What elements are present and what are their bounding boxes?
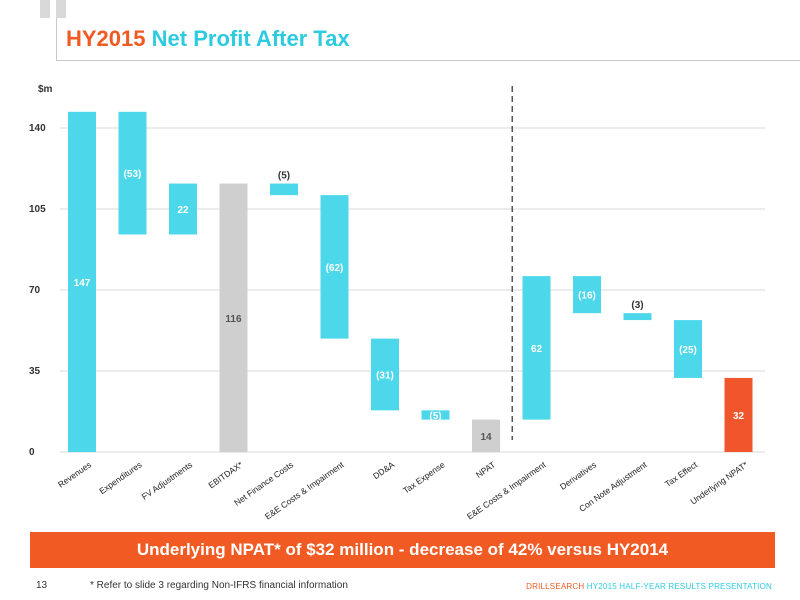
summary-banner: Underlying NPAT* of $32 million - decrea… <box>30 532 775 568</box>
x-tick-label-7: Tax Expense <box>401 459 447 495</box>
footer-brand-text: HY2015 HALF-YEAR RESULTS PRESENTATION <box>586 582 772 591</box>
decor-bar-1 <box>40 0 50 18</box>
x-tick-label-6: DD&A <box>371 459 396 481</box>
footer-brand: DRILLSEARCH HY2015 HALF-YEAR RESULTS PRE… <box>526 582 772 591</box>
bar-5 <box>320 195 349 339</box>
title-divider-tick <box>56 18 57 61</box>
bar-12 <box>674 320 702 378</box>
y-tick-label-1: 35 <box>29 366 41 377</box>
x-tick-label-8: NPAT <box>474 459 497 479</box>
slide-title-main: Net Profit After Tax <box>151 26 350 51</box>
bar-13 <box>724 377 753 452</box>
bar-1 <box>118 111 147 235</box>
bar-label-11: (3) <box>631 300 643 311</box>
bar-label-0: 147 <box>74 278 91 289</box>
slide-title: HY2015 Net Profit After Tax <box>66 26 350 52</box>
bar-8 <box>472 419 500 452</box>
footnote: * Refer to slide 3 regarding Non-IFRS fi… <box>90 580 348 591</box>
bar-label-9: 62 <box>531 344 543 355</box>
waterfall-chart: 0 35 70 105 140 $m 147 (53) 22 116 (5) (62) (31) (5) 1… <box>29 84 765 522</box>
bar-6 <box>371 338 399 411</box>
bar-10 <box>573 276 601 314</box>
bar-label-7: (5) <box>429 411 441 422</box>
bar-9 <box>522 276 551 420</box>
bar-11 <box>623 313 652 321</box>
y-tick-label-3: 105 <box>29 204 46 215</box>
bar-2 <box>169 183 197 235</box>
bar-label-8: 14 <box>480 432 492 443</box>
footer-brand-name: DRILLSEARCH <box>526 582 585 591</box>
bar-label-3: 116 <box>225 314 242 325</box>
bar-3 <box>219 183 248 453</box>
bar-label-1: (53) <box>124 169 142 180</box>
bar-label-13: 32 <box>733 411 745 422</box>
slide-title-accent: HY2015 <box>66 26 146 51</box>
bar-label-12: (25) <box>679 345 697 356</box>
x-tick-label-1: Expenditures <box>97 459 143 496</box>
bar-4 <box>270 183 298 196</box>
x-tick-label-12: Tax Effect <box>663 459 700 489</box>
decor-bar-2 <box>56 0 66 18</box>
bar-label-10: (16) <box>578 291 596 302</box>
title-divider-rule <box>56 60 800 61</box>
bar-0 <box>68 111 96 453</box>
x-tick-label-3: EBITDAX* <box>206 459 245 490</box>
bar-label-2: 22 <box>177 205 189 216</box>
bar-7 <box>421 410 450 420</box>
x-tick-label-10: Derivatives <box>558 459 598 491</box>
y-tick-label-2: 70 <box>29 285 41 296</box>
x-tick-label-0: Revenues <box>56 459 93 489</box>
page-number: 13 <box>36 580 48 591</box>
bar-label-6: (31) <box>376 370 394 381</box>
x-tick-label-2: FV Adjustments <box>140 459 195 501</box>
y-axis-label: $m <box>38 84 53 95</box>
y-tick-label-4: 140 <box>29 123 46 134</box>
bar-label-5: (62) <box>326 263 344 274</box>
bar-label-4: (5) <box>278 171 290 182</box>
y-tick-label-0: 0 <box>29 447 35 458</box>
